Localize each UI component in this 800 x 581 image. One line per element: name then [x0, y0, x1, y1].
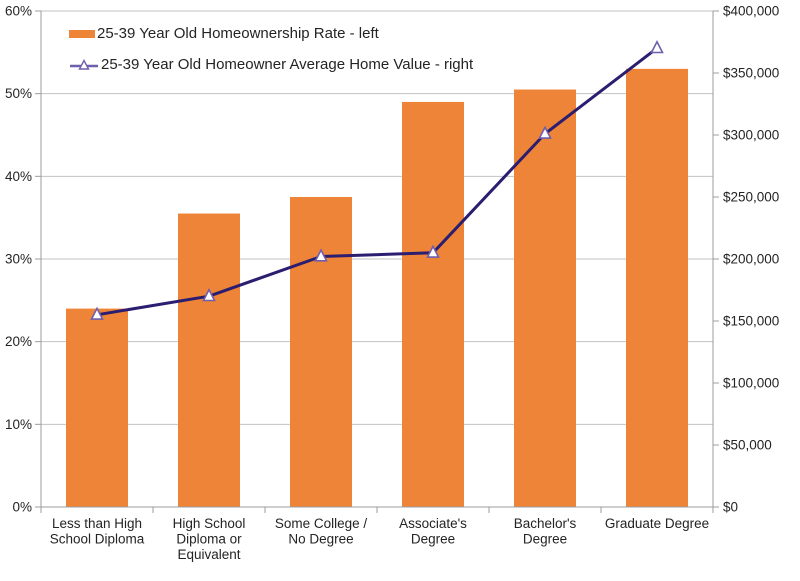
line-marker-0	[90, 306, 104, 320]
legend-label-home-value: 25-39 Year Old Homeowner Average Home Va…	[101, 56, 474, 73]
left-axis-tick-label: 10%	[5, 417, 32, 432]
right-axis-tick-label: $400,000	[723, 4, 779, 19]
legend-item-homeownership-rate: 25-39 Year Old Homeownership Rate - left	[69, 25, 473, 42]
line-marker-4	[538, 125, 552, 139]
left-axis-tick-label: 40%	[5, 169, 32, 184]
bar-0	[66, 308, 128, 507]
line-marker-3	[426, 244, 440, 258]
category-label: Some College / No Degree	[275, 516, 368, 547]
category-label: Less than High School Diploma	[50, 516, 145, 547]
legend-item-home-value: 25-39 Year Old Homeowner Average Home Va…	[69, 56, 473, 73]
left-axis-tick-label: 60%	[5, 4, 32, 19]
bar-3	[402, 101, 464, 507]
line-marker-2	[314, 248, 328, 262]
right-axis-tick-label: $150,000	[723, 314, 779, 329]
right-axis-tick-label: $350,000	[723, 66, 779, 81]
left-axis-tick-label: 20%	[5, 334, 32, 349]
right-axis-tick-label: $250,000	[723, 190, 779, 205]
line-series-swatch-icon	[69, 58, 99, 71]
bar-1	[178, 213, 240, 508]
left-axis-tick-label: 0%	[12, 500, 32, 515]
line-marker-5	[650, 40, 664, 54]
category-label: High School Diploma or Equivalent	[173, 516, 246, 562]
bar-2	[290, 197, 352, 507]
right-axis-tick-label: $100,000	[723, 376, 779, 391]
left-axis-tick-label: 30%	[5, 252, 32, 267]
bar-5	[626, 68, 688, 507]
home-value-line	[95, 46, 659, 317]
category-label: Bachelor's Degree	[514, 516, 577, 547]
legend-label-homeownership-rate: 25-39 Year Old Homeownership Rate - left	[97, 25, 379, 42]
category-label: Associate's Degree	[399, 516, 467, 547]
right-axis-tick-label: $50,000	[723, 438, 772, 453]
category-label: Graduate Degree	[605, 516, 709, 531]
right-axis-tick-label: $0	[723, 500, 738, 515]
bar-series-swatch-icon	[69, 29, 95, 38]
left-axis-tick-label: 50%	[5, 86, 32, 101]
right-axis-tick-label: $300,000	[723, 128, 779, 143]
bar-4	[514, 89, 576, 508]
legend: 25-39 Year Old Homeownership Rate - left…	[69, 25, 473, 73]
right-axis-tick-label: $200,000	[723, 252, 779, 267]
line-marker-1	[202, 288, 216, 302]
